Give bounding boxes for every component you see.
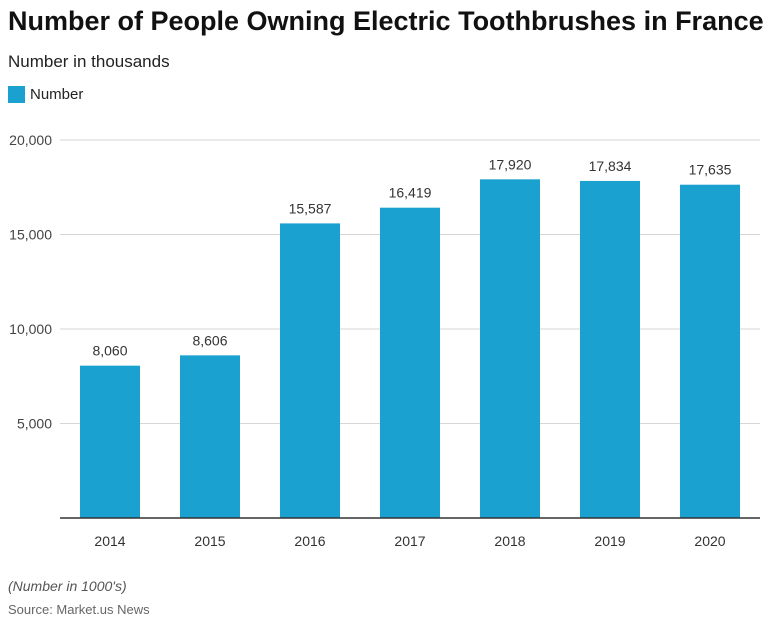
- bar: [80, 365, 140, 518]
- legend-swatch: [8, 86, 25, 103]
- x-tick-label: 2014: [94, 533, 125, 549]
- data-label: 17,635: [689, 162, 732, 178]
- chart-subtitle: Number in thousands: [8, 52, 170, 71]
- bar: [280, 223, 340, 518]
- x-tick-label: 2017: [394, 533, 425, 549]
- x-tick-label: 2020: [694, 533, 725, 549]
- bar: [580, 180, 640, 519]
- source-note: Source: Market.us News: [8, 602, 150, 617]
- bar: [180, 355, 240, 518]
- data-label: 8,606: [192, 332, 227, 348]
- legend-label: Number: [30, 86, 84, 103]
- data-label: 17,920: [489, 156, 532, 172]
- y-tick-label: 10,000: [9, 321, 52, 337]
- footnote: (Number in 1000's): [8, 578, 127, 594]
- y-tick-label: 20,000: [9, 132, 52, 148]
- bar: [380, 207, 440, 518]
- data-label: 15,587: [289, 200, 332, 216]
- bar: [680, 184, 740, 519]
- y-tick-label: 15,000: [9, 227, 52, 243]
- x-tick-label: 2019: [594, 533, 625, 549]
- data-label: 16,419: [389, 185, 432, 201]
- x-tick-label: 2018: [494, 533, 525, 549]
- x-tick-label: 2016: [294, 533, 325, 549]
- data-label: 8,060: [92, 343, 127, 359]
- data-label: 17,834: [589, 158, 632, 174]
- chart-title: Number of People Owning Electric Toothbr…: [8, 6, 764, 36]
- y-tick-label: 5,000: [17, 416, 52, 432]
- x-tick-label: 2015: [194, 533, 225, 549]
- bar: [480, 179, 540, 518]
- legend: Number: [8, 86, 83, 103]
